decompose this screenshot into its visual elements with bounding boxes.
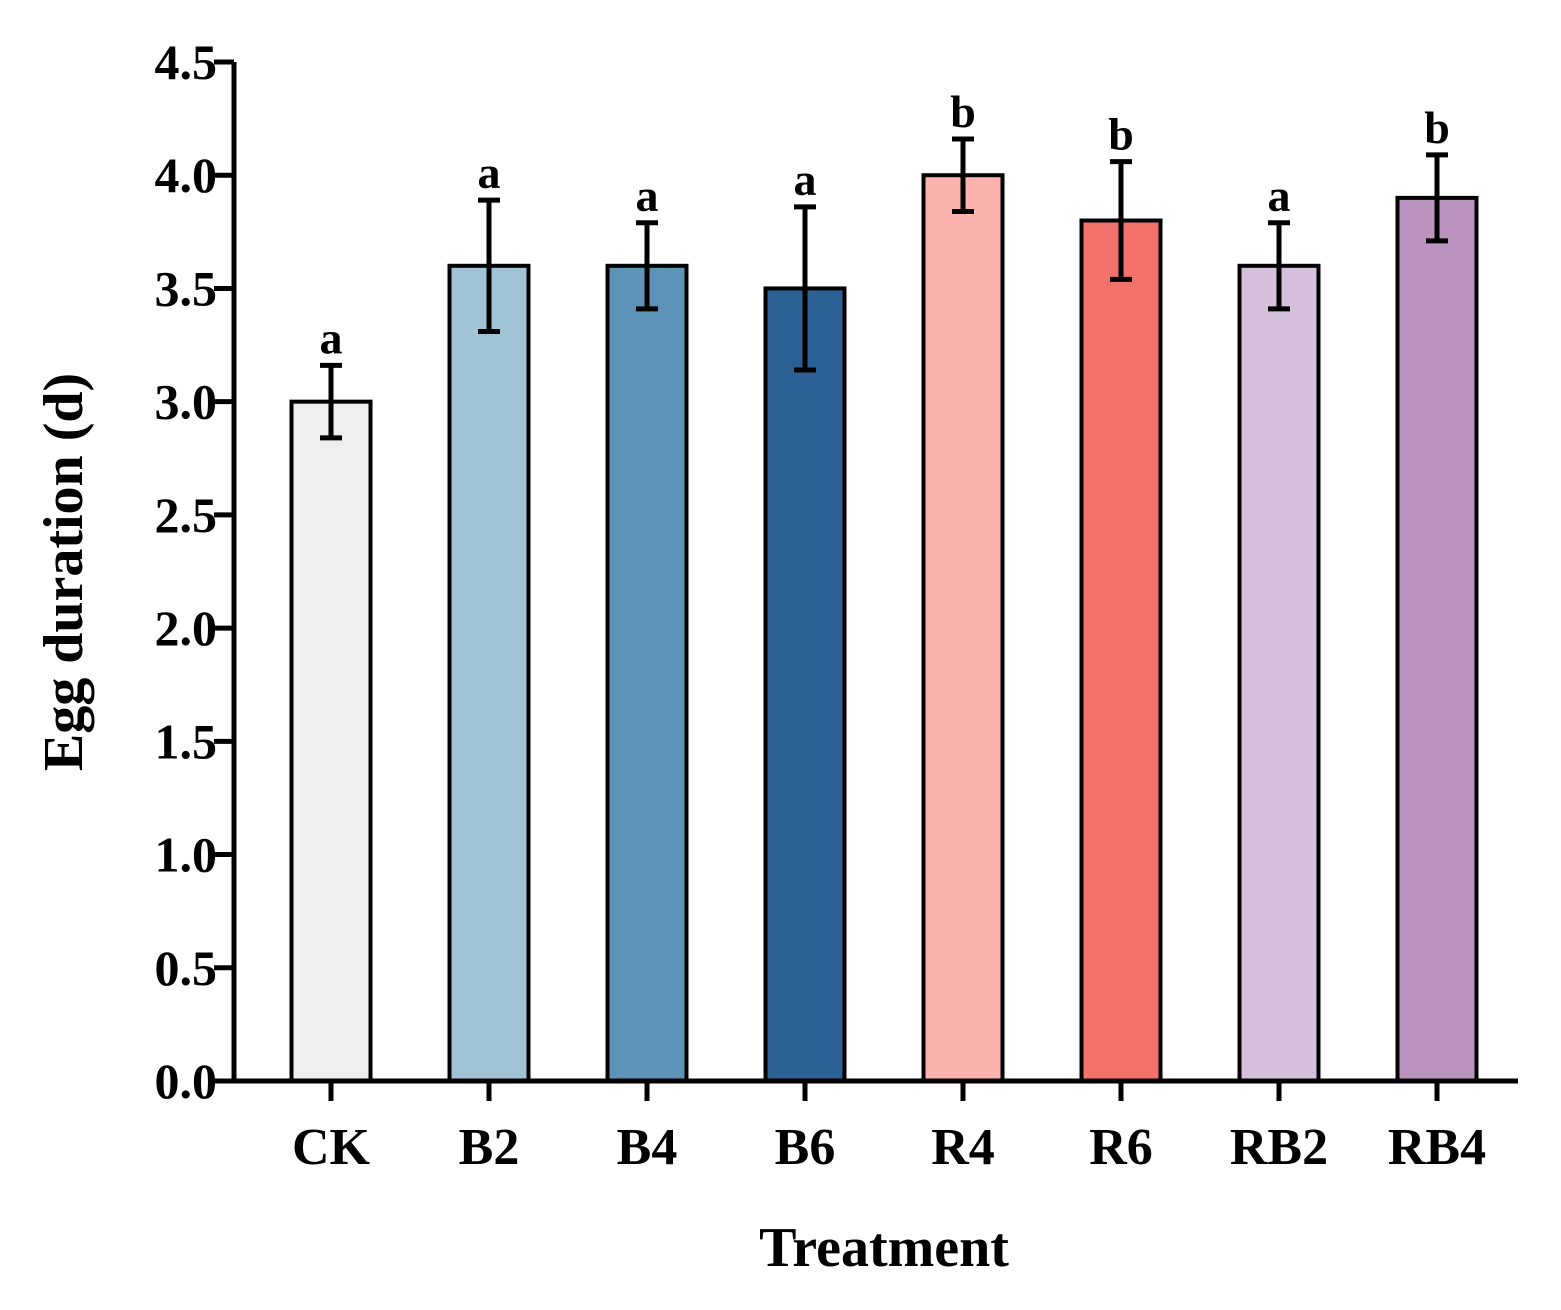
bar-ck [289,399,373,1083]
bar-b6 [763,286,847,1083]
bar-b4 [605,263,689,1083]
significance-label: a [794,154,817,205]
significance-label: b [950,86,976,137]
error-bars-layer [320,136,1448,441]
bar-r4 [921,173,1005,1083]
y-tick-label: 3.5 [155,260,218,316]
y-tick-label: 4.0 [155,147,218,203]
y-tick-label: 0.5 [155,940,218,996]
bars-layer [289,173,1479,1084]
y-tick-label: 0.0 [155,1053,218,1109]
y-ticks-layer: 0.0 0.5 1.0 1.5 2.0 2.5 3.0 3.5 4.0 4.5 [155,34,234,1109]
x-tick-label: RB2 [1230,1119,1328,1176]
x-tick-label: CK [292,1119,371,1176]
y-tick-label: 4.5 [155,34,218,90]
significance-label: a [1268,170,1291,221]
bar-r6 [1079,218,1163,1083]
significance-label: a [636,170,659,221]
y-axis-title: Egg duration (d) [33,373,95,771]
significance-label: b [1108,109,1134,160]
x-tick-label: B4 [617,1119,678,1176]
x-ticks-layer: CK B2 B4 B6 R4 R6 RB2 RB4 [292,1081,1486,1176]
x-tick-label: R6 [1089,1119,1153,1176]
bar-rb2 [1237,263,1321,1083]
x-tick-label: R4 [931,1119,995,1176]
bar-rb4 [1395,195,1479,1084]
bar-b2 [447,263,531,1083]
x-tick-label: B2 [459,1119,520,1176]
y-tick-label: 1.5 [155,713,218,769]
significance-label: a [478,147,501,198]
y-tick-label: 2.0 [155,600,218,656]
significance-labels-layer: a a a a b b a b [320,86,1450,363]
significance-label: b [1424,102,1450,153]
x-tick-label: RB4 [1388,1119,1486,1176]
significance-label: a [320,312,343,363]
x-tick-label: B6 [775,1119,836,1176]
axes-layer [231,62,1518,1084]
y-tick-label: 3.0 [155,374,218,430]
x-axis-title: Treatment [759,1217,1009,1279]
y-tick-label: 1.0 [155,827,218,883]
y-tick-label: 2.5 [155,487,218,543]
